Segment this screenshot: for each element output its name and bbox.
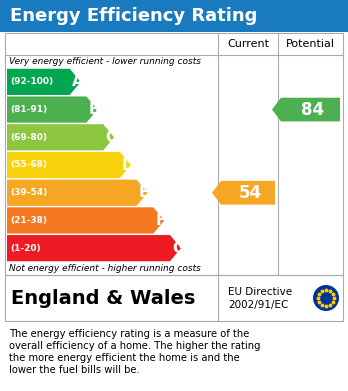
Text: B: B <box>88 102 100 117</box>
Polygon shape <box>7 124 114 151</box>
Polygon shape <box>7 69 81 95</box>
Text: lower the fuel bills will be.: lower the fuel bills will be. <box>9 365 140 375</box>
Text: (21-38): (21-38) <box>10 216 47 225</box>
Text: (92-100): (92-100) <box>10 77 53 86</box>
Text: C: C <box>105 130 116 145</box>
Bar <box>5 33 343 275</box>
Text: (81-91): (81-91) <box>10 105 47 114</box>
Text: Energy Efficiency Rating: Energy Efficiency Rating <box>10 7 258 25</box>
Text: Very energy efficient - lower running costs: Very energy efficient - lower running co… <box>9 57 201 66</box>
Text: Current: Current <box>227 39 269 49</box>
Polygon shape <box>7 97 97 123</box>
Bar <box>0 0 348 32</box>
Polygon shape <box>7 235 181 261</box>
Text: D: D <box>122 158 134 172</box>
Text: The energy efficiency rating is a measure of the: The energy efficiency rating is a measur… <box>9 329 250 339</box>
Text: (39-54): (39-54) <box>10 188 47 197</box>
Polygon shape <box>212 181 275 204</box>
Text: 2002/91/EC: 2002/91/EC <box>228 300 288 310</box>
Text: overall efficiency of a home. The higher the rating: overall efficiency of a home. The higher… <box>9 341 261 351</box>
Polygon shape <box>7 207 164 233</box>
Text: F: F <box>155 213 166 228</box>
Text: Not energy efficient - higher running costs: Not energy efficient - higher running co… <box>9 264 201 273</box>
Text: A: A <box>72 74 84 90</box>
Text: E: E <box>139 185 149 200</box>
Bar <box>5 275 343 321</box>
Text: the more energy efficient the home is and the: the more energy efficient the home is an… <box>9 353 240 363</box>
Text: (55-68): (55-68) <box>10 160 47 170</box>
Text: 54: 54 <box>238 184 262 202</box>
Text: Potential: Potential <box>286 39 335 49</box>
Text: EU Directive: EU Directive <box>228 287 292 297</box>
Text: G: G <box>172 240 184 256</box>
Text: (69-80): (69-80) <box>10 133 47 142</box>
Circle shape <box>313 285 339 311</box>
Polygon shape <box>272 98 340 122</box>
Polygon shape <box>7 152 131 178</box>
Text: England & Wales: England & Wales <box>11 289 195 307</box>
Text: (1-20): (1-20) <box>10 244 41 253</box>
Text: 84: 84 <box>301 100 324 118</box>
Polygon shape <box>7 179 148 206</box>
